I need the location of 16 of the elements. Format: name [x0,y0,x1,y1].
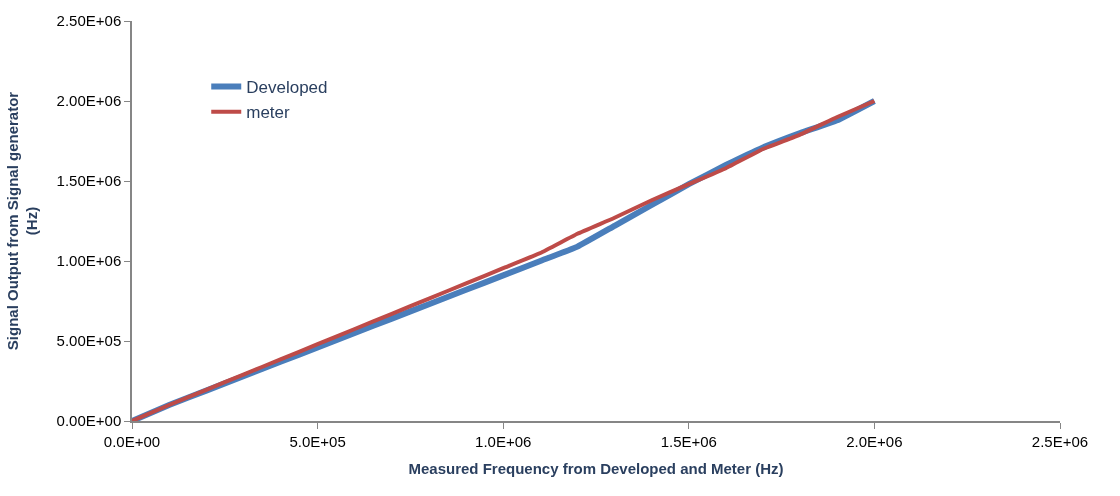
x-tick-label: 5.0E+05 [289,432,346,450]
y-tick-label: 0.00E+00 [56,412,122,430]
y-tick-label: 2.00E+06 [56,92,122,110]
x-tick-label: 1.5E+06 [660,432,717,450]
y-axis-title: Signal Output from Signal generator (Hz) [3,91,41,351]
y-tick-label: 2.50E+06 [56,12,122,30]
legend-label: Developed [246,78,328,98]
x-tick-label: 2.5E+06 [1031,432,1089,450]
x-axis-title: Measured Frequency from Developed and Meter (Hz) [408,460,784,478]
x-tick-label: 0.0E+00 [103,432,161,450]
x-tick-label: 2.0E+06 [846,432,903,450]
legend-label: meter [246,103,291,123]
x-tick-label: 1.0E+06 [475,432,532,450]
y-tick-label: 1.50E+06 [56,172,122,190]
y-tick-label: 5.00E+05 [56,332,122,350]
y-tick-label: 1.00E+06 [56,252,122,270]
